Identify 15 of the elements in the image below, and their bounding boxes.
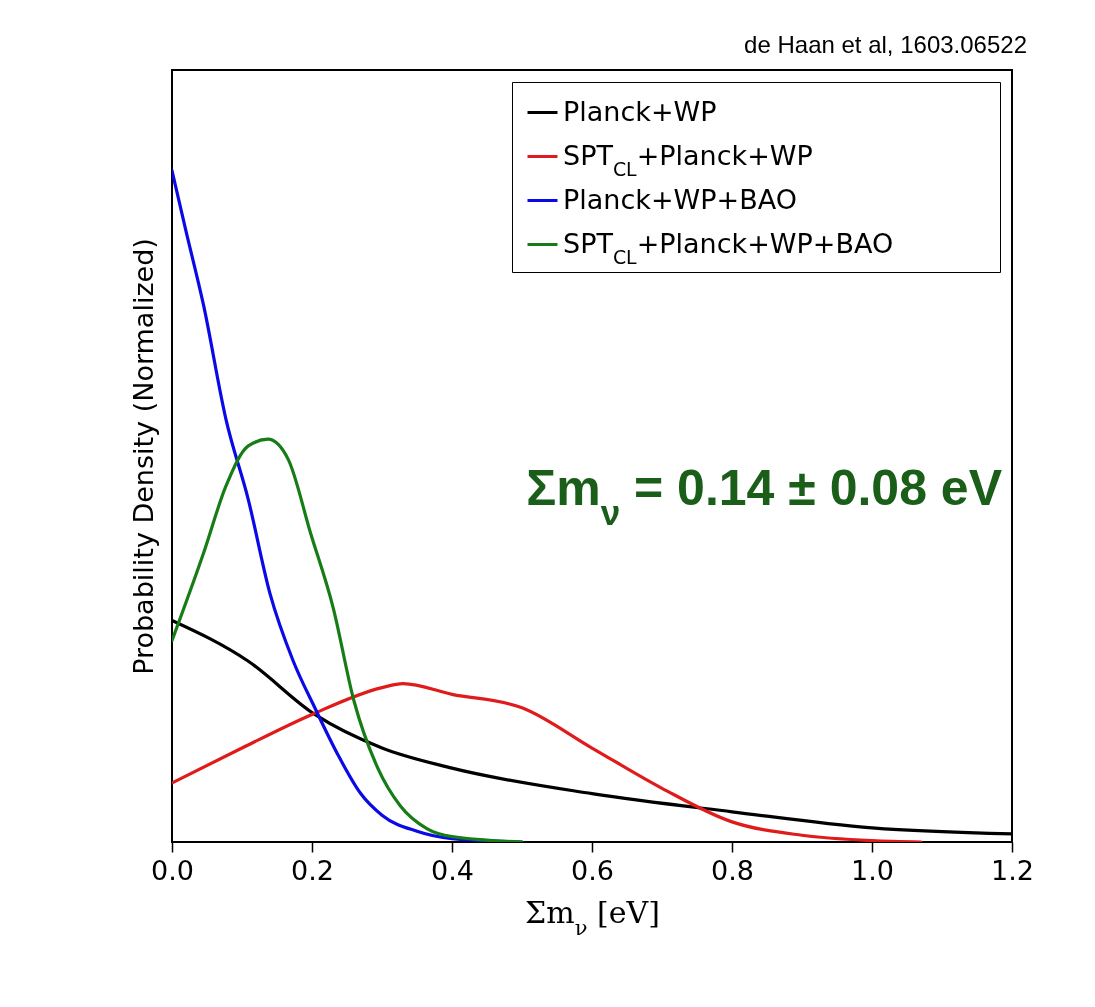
x-tick-label: 1.2 bbox=[991, 854, 1034, 886]
x-tick-label: 1.0 bbox=[851, 854, 894, 886]
x-tick-label: 0.4 bbox=[431, 854, 474, 886]
text: de Haan et al, 1603.06522 bbox=[744, 31, 1027, 58]
legend-label: SPT$_{CL}$+Planck+WP bbox=[563, 139, 813, 180]
x-tick-label: 0.8 bbox=[711, 854, 754, 886]
legend-label: Planck+WP bbox=[563, 95, 717, 127]
x-tick-label: 0.0 bbox=[151, 854, 194, 886]
y-axis-title: Probability Density (Normalized) bbox=[127, 238, 159, 675]
annotation: Σm$_{ν}$ = 0.14 ± 0.08 eV bbox=[526, 460, 1003, 532]
legend-label: Planck+WP+BAO bbox=[563, 183, 797, 215]
x-axis-title: Σm$_{ν}$ [eV] bbox=[525, 894, 660, 940]
x-tick-label: 0.6 bbox=[571, 854, 614, 886]
x-tick-label: 0.2 bbox=[291, 854, 334, 886]
legend-label: SPT$_{CL}$+Planck+WP+BAO bbox=[563, 227, 894, 268]
